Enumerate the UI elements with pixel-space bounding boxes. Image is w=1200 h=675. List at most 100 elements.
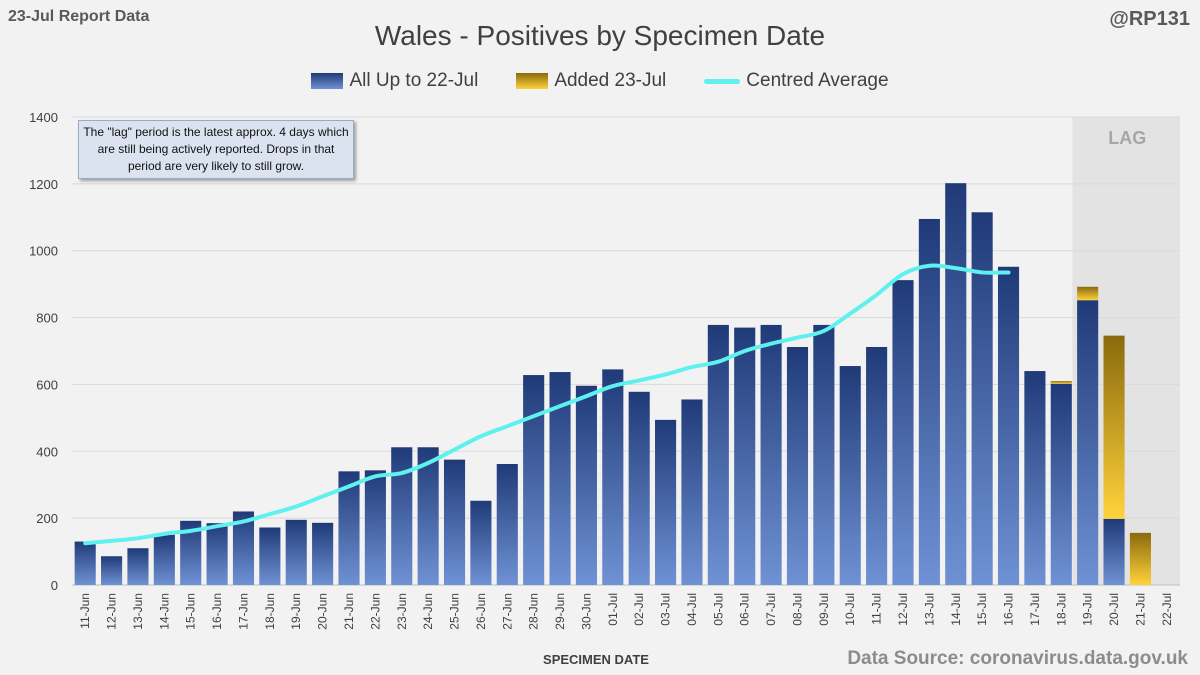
x-tick-label: 20-Jun (316, 593, 330, 630)
bar-all-up-to (549, 372, 571, 585)
y-tick-label: 400 (36, 444, 58, 459)
bar-all-up-to (786, 346, 809, 585)
x-tick-label: 04-Jul (685, 593, 699, 626)
chart-legend: All Up to 22-Jul Added 23-Jul Centred Av… (0, 70, 1200, 92)
x-tick-label: 29-Jun (553, 593, 567, 630)
y-tick-label: 800 (36, 311, 58, 326)
bar-all-up-to (945, 183, 967, 585)
bar-all-up-to (866, 346, 888, 585)
bar-added (1103, 335, 1125, 519)
x-tick-label: 13-Jul (922, 593, 936, 626)
bar-all-up-to (127, 548, 149, 585)
bar-all-up-to (496, 463, 518, 585)
x-tick-label: 13-Jun (131, 593, 145, 630)
x-tick-label: 21-Jun (342, 593, 356, 630)
bar-all-up-to (1077, 300, 1099, 585)
bar-all-up-to (417, 447, 439, 585)
bar-all-up-to (813, 324, 835, 585)
bar-all-up-to (971, 212, 993, 585)
y-tick-label: 600 (36, 377, 58, 392)
x-tick-label: 22-Jun (368, 593, 382, 630)
bar-all-up-to (602, 369, 624, 585)
x-tick-label: 17-Jun (236, 593, 250, 630)
x-tick-label: 11-Jun (78, 593, 92, 629)
bar-all-up-to (74, 541, 96, 585)
x-tick-label: 14-Jun (157, 593, 171, 630)
bar-all-up-to (180, 520, 202, 585)
bar-all-up-to (839, 366, 861, 585)
x-tick-label: 11-Jul (870, 593, 884, 625)
x-tick-label: 24-Jun (421, 593, 435, 630)
bar-all-up-to (655, 419, 677, 585)
x-tick-label: 25-Jun (448, 593, 462, 630)
bar-all-up-to (1024, 371, 1046, 585)
legend-swatch-line (704, 78, 741, 84)
x-tick-label: 30-Jun (579, 593, 593, 630)
author-handle: @RP131 (1109, 8, 1190, 30)
x-tick-label: 06-Jul (738, 593, 752, 626)
x-tick-label: 15-Jun (184, 593, 198, 630)
legend-item-added: Added 23-Jul (516, 70, 666, 92)
x-tick-label: 03-Jul (659, 593, 673, 626)
x-tick-label: 18-Jul (1054, 593, 1068, 626)
bar-all-up-to (312, 522, 334, 585)
lag-note: The "lag" period is the latest approx. 4… (78, 120, 354, 179)
x-tick-label: 16-Jun (210, 593, 224, 630)
x-tick-label: 14-Jul (949, 593, 963, 626)
bar-all-up-to (628, 391, 650, 585)
bar-all-up-to (101, 556, 123, 585)
bar-all-up-to (892, 280, 914, 585)
bar-all-up-to (153, 534, 175, 585)
x-tick-label: 27-Jun (500, 593, 514, 630)
y-tick-label: 1000 (29, 244, 58, 259)
legend-label-average: Centred Average (746, 70, 889, 91)
x-tick-label: 12-Jul (896, 593, 910, 626)
y-tick-label: 200 (36, 511, 58, 526)
bar-added (1050, 381, 1072, 384)
y-tick-label: 1400 (29, 110, 58, 125)
bar-all-up-to (575, 385, 597, 585)
x-tick-label: 07-Jul (764, 593, 778, 626)
bar-all-up-to (443, 459, 466, 585)
legend-item-all-up-to: All Up to 22-Jul (311, 70, 478, 92)
x-tick-label: 01-Jul (606, 593, 620, 626)
legend-label-added: Added 23-Jul (554, 70, 667, 91)
chart-title: Wales - Positives by Specimen Date (374, 20, 826, 51)
x-tick-label: 17-Jul (1028, 593, 1042, 626)
x-tick-label: 19-Jun (289, 593, 303, 630)
legend-swatch-gold (516, 73, 549, 89)
bar-added (1077, 286, 1099, 301)
x-tick-label: 08-Jul (790, 593, 804, 626)
average-line (83, 263, 1011, 546)
bar-all-up-to (232, 511, 255, 585)
x-tick-label: 15-Jul (975, 593, 989, 626)
y-tick-label: 0 (51, 578, 58, 593)
x-tick-label: 18-Jun (263, 593, 277, 630)
bar-all-up-to (391, 447, 413, 585)
bar-all-up-to (523, 375, 545, 585)
x-tick-label: 22-Jul (1160, 593, 1174, 626)
x-axis-title: SPECIMEN DATE (543, 652, 649, 667)
x-tick-label: 23-Jun (395, 593, 409, 630)
bar-all-up-to (707, 324, 729, 585)
y-tick-label: 1200 (29, 177, 58, 192)
bar-all-up-to (259, 527, 281, 585)
bar-all-up-to (364, 470, 386, 585)
x-tick-label: 05-Jul (711, 593, 725, 626)
lag-label: LAG (1108, 128, 1146, 148)
x-tick-label: 28-Jun (527, 593, 541, 630)
bar-all-up-to (918, 218, 940, 585)
x-tick-label: 21-Jul (1133, 593, 1147, 626)
x-tick-label: 12-Jun (105, 593, 119, 630)
bar-all-up-to (1050, 383, 1072, 585)
x-tick-label: 10-Jul (843, 593, 857, 626)
bar-all-up-to (206, 523, 228, 585)
legend-label-all-up-to: All Up to 22-Jul (349, 70, 479, 91)
bar-all-up-to (681, 399, 703, 585)
bar-all-up-to (997, 266, 1020, 585)
bar-all-up-to (1103, 518, 1125, 585)
bar-all-up-to (470, 500, 492, 585)
x-tick-label: 16-Jul (1002, 593, 1016, 626)
x-tick-label: 26-Jun (474, 593, 488, 630)
